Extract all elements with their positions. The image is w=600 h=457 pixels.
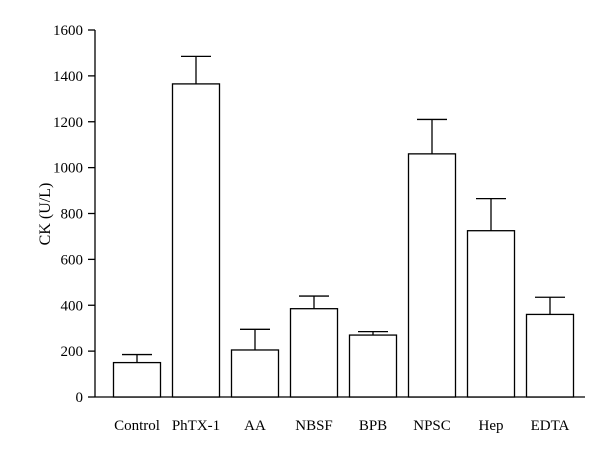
- y-tick-label: 1200: [53, 115, 83, 131]
- category-label: NPSC: [413, 418, 451, 434]
- y-tick-label: 0: [76, 390, 84, 406]
- category-label: EDTA: [531, 418, 570, 434]
- bar-aa: [230, 349, 280, 398]
- bar-bpb: [348, 334, 398, 398]
- bar-npsc: [407, 153, 457, 398]
- category-label: Control: [114, 418, 160, 434]
- bar-phtx-1: [171, 83, 221, 398]
- category-label: BPB: [359, 418, 387, 434]
- error-bars: [122, 55, 565, 363]
- bar-hep: [466, 230, 516, 398]
- bars: [112, 83, 575, 398]
- bar-nbsf: [289, 308, 339, 398]
- y-axis: 0 200 400 600 800 1000 1200 1400 1600: [53, 23, 96, 406]
- category-label: AA: [244, 418, 266, 434]
- y-tick-label: 200: [61, 344, 84, 360]
- category-label: Hep: [479, 418, 504, 434]
- y-tick-label: 1000: [53, 161, 83, 177]
- y-tick-label: 1600: [53, 23, 83, 39]
- category-label: NBSF: [295, 418, 333, 434]
- bar-control: [112, 361, 162, 398]
- y-tick-label: 800: [61, 207, 84, 223]
- y-tick-label: 1400: [53, 69, 83, 85]
- y-tick-label: 600: [61, 252, 84, 268]
- y-tick-label: 400: [61, 298, 84, 314]
- y-axis-title: CK (U/L): [37, 183, 54, 246]
- category-label: PhTX-1: [172, 418, 220, 434]
- bar-edta: [525, 313, 575, 398]
- category-labels: Control PhTX-1 AA NBSF BPB NPSC Hep EDTA: [114, 418, 569, 434]
